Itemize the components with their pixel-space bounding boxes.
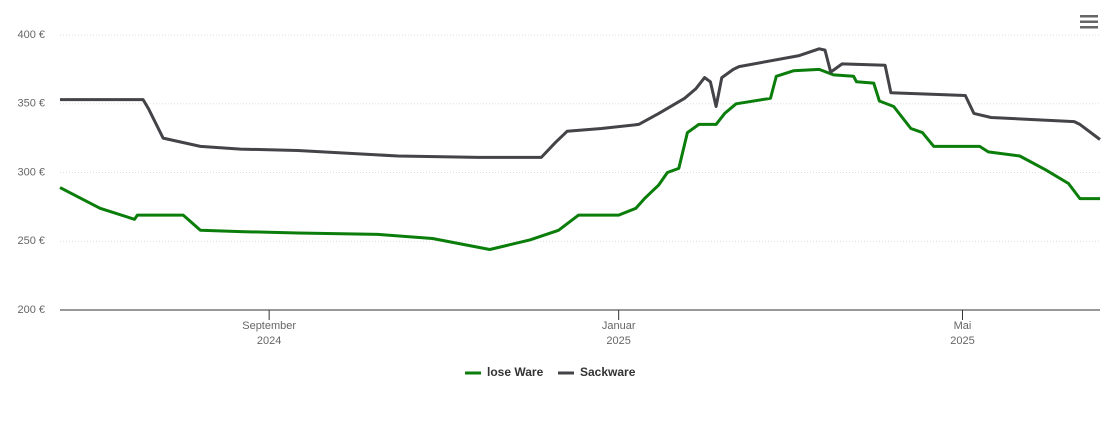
menu-bar[interactable]: [1080, 20, 1098, 24]
series-line: [59, 67, 1100, 251]
x-tick-label: 2025: [606, 335, 630, 347]
menu-bar[interactable]: [1080, 26, 1098, 29]
legend-label: lose Ware: [487, 365, 544, 379]
series-line: [60, 47, 1101, 159]
x-tick-label: Januar: [602, 320, 636, 332]
x-tick-label: 2024: [257, 335, 281, 347]
y-tick-label: 300 €: [17, 166, 45, 178]
menu-bar[interactable]: [1080, 15, 1098, 18]
y-tick-label: 250 €: [17, 235, 45, 247]
y-tick-label: 350 €: [17, 98, 45, 110]
x-tick-label: 2025: [950, 335, 974, 347]
legend-label: Sackware: [580, 365, 636, 379]
x-tick-label: Mai: [954, 320, 972, 332]
y-tick-label: 200 €: [17, 304, 45, 316]
x-tick-label: September: [242, 320, 296, 332]
y-tick-label: 400 €: [17, 29, 45, 41]
menu-icon[interactable]: [1080, 15, 1098, 29]
